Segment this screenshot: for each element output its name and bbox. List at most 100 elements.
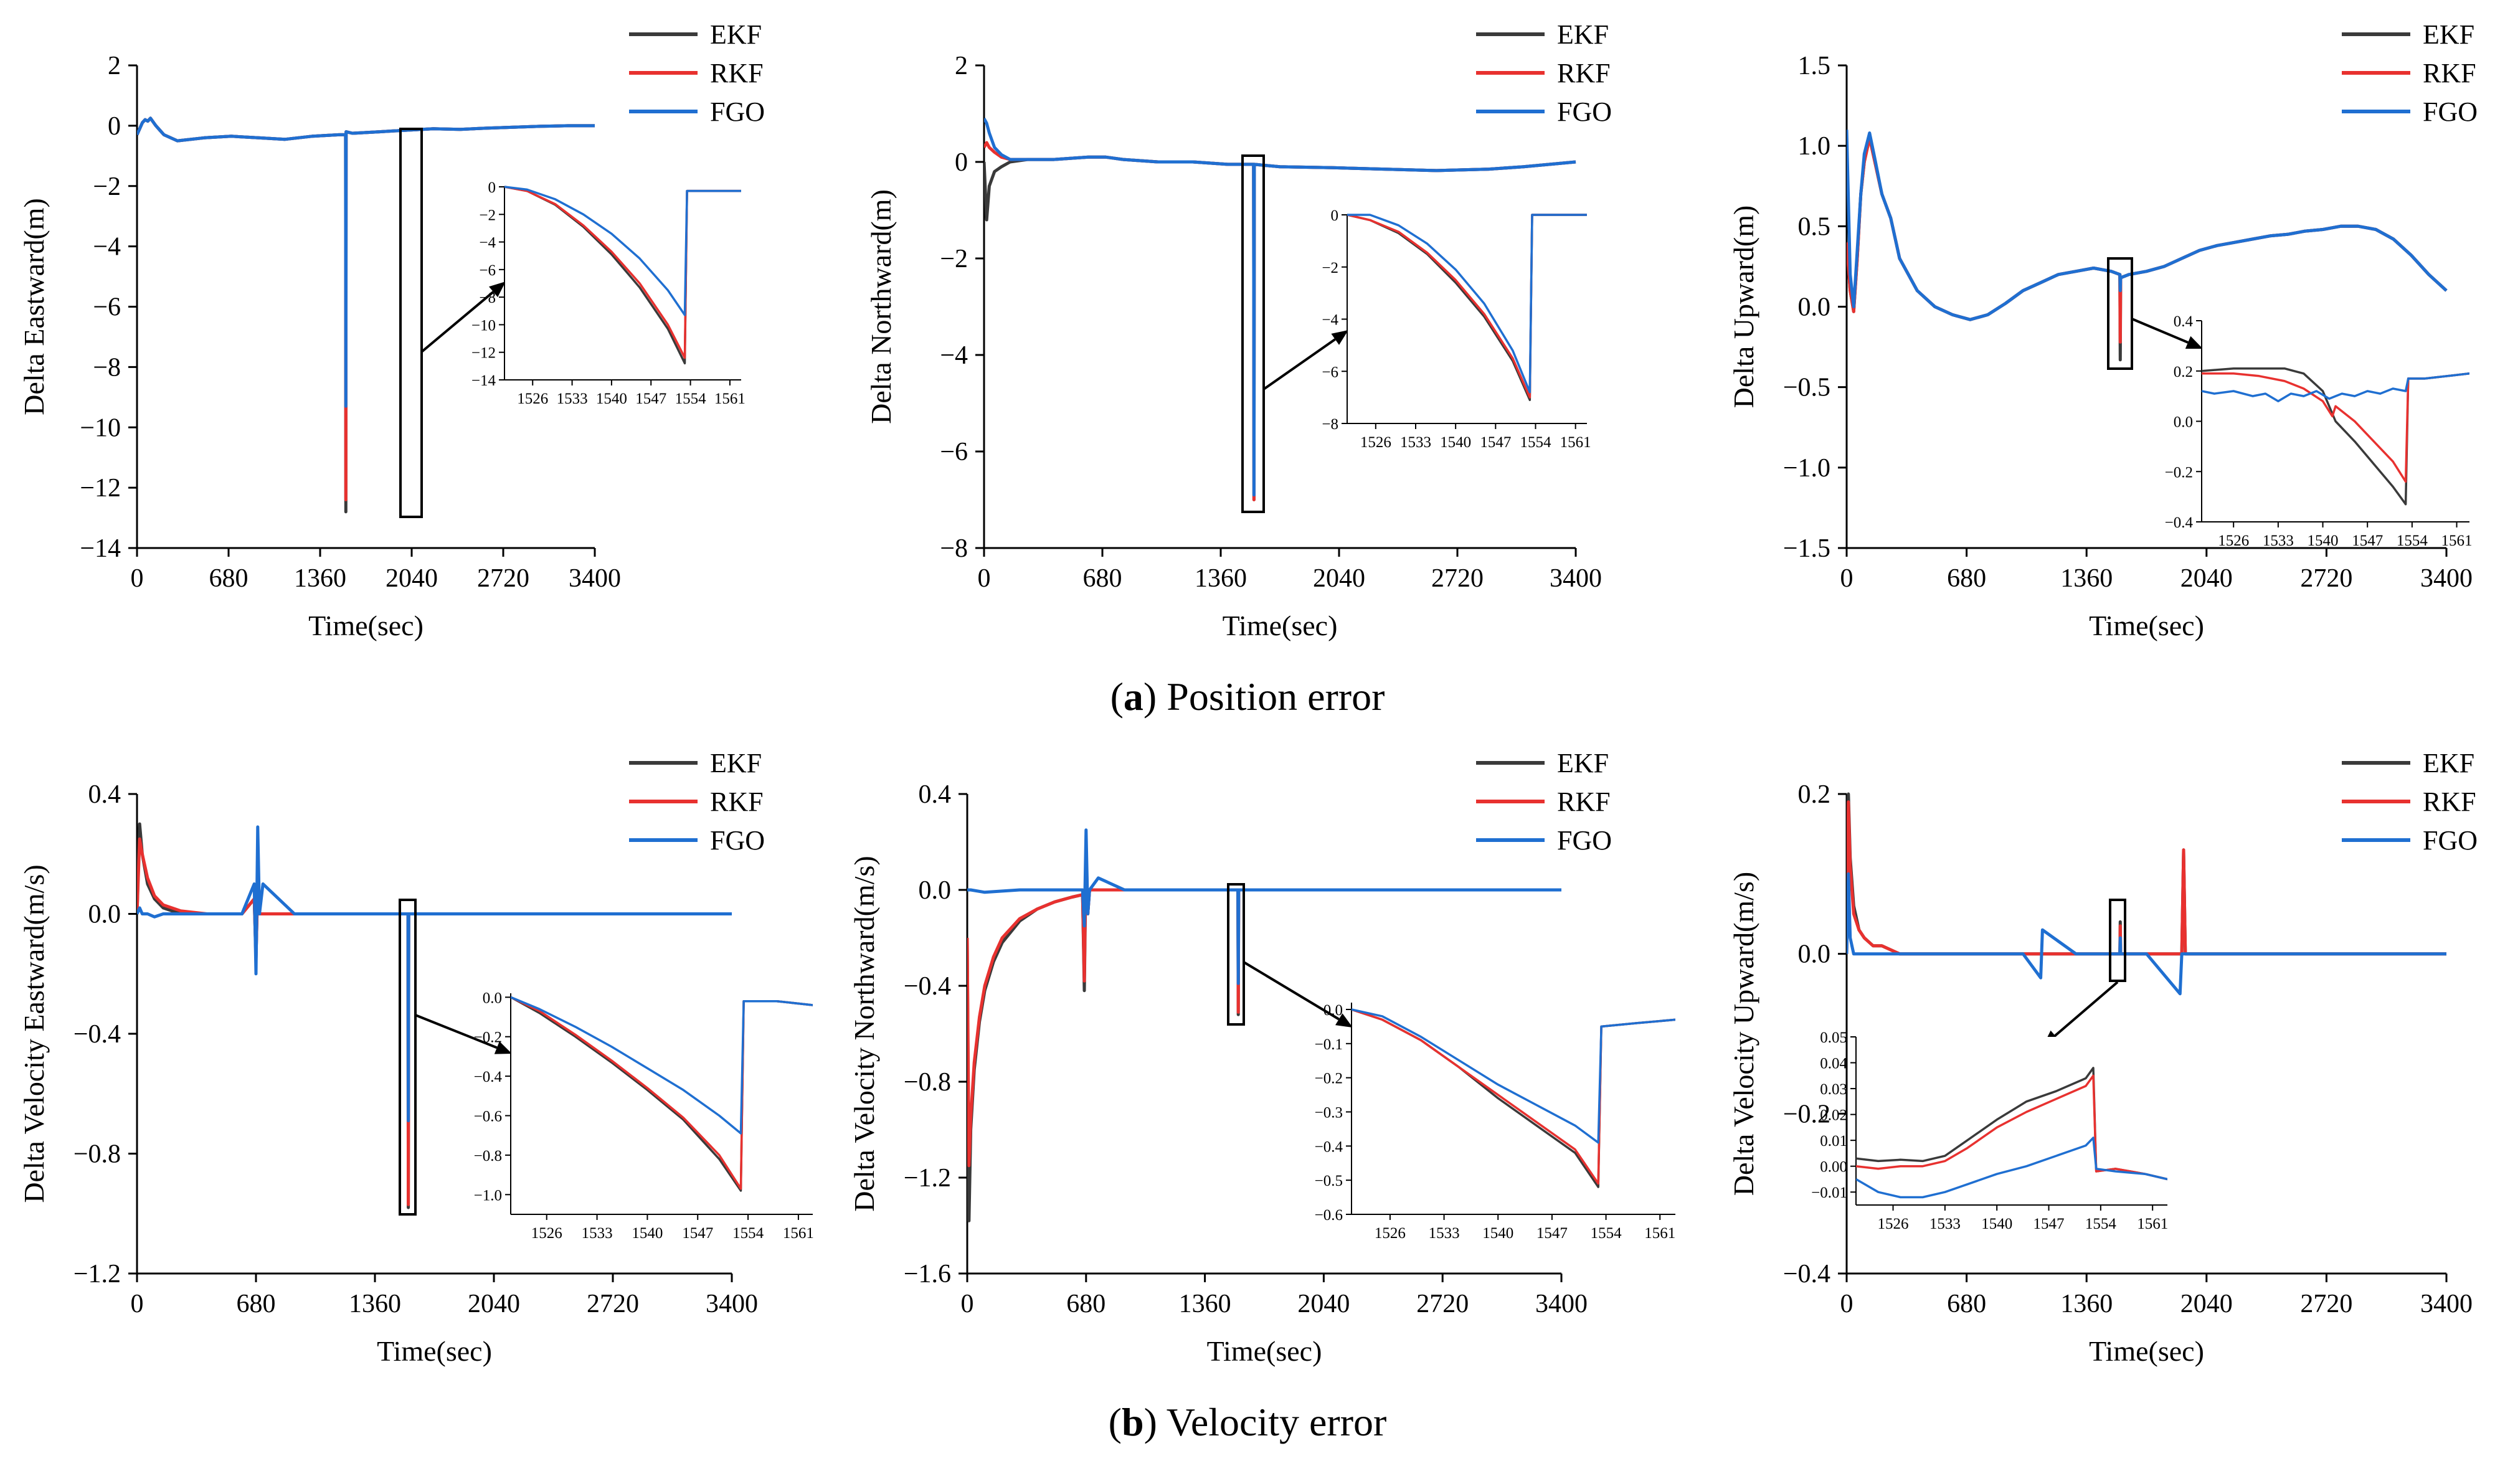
pos-east-inset-x-tick-label: 1533	[557, 390, 588, 407]
vel-east-inset-y-tick-label: −0.8	[474, 1148, 502, 1165]
pos-up-inset-y-tick-label: 0.0	[2174, 414, 2193, 431]
vel-north-zoom-box	[1227, 883, 1245, 1026]
vel-north-inset-y-tick-label: −0.2	[1315, 1070, 1343, 1087]
caption-b: (b) Velocity error	[1109, 1400, 1387, 1444]
vel-up-inset: 1526 1533 1540 1547 1554 1561 0.05 0.04 0.03 0.02…	[1811, 1029, 2168, 1232]
panel-vel-north: 0 680 1360 2040 2720 3400 0.4 0.0 −0.4 −0.8 −1.2 −1…	[848, 748, 1676, 1367]
vel-east-inset-y-tick-label: −0.6	[474, 1108, 502, 1125]
pos-up-y-tick-label: 0.0	[1798, 293, 1831, 322]
pos-north-inset-y-tick-label: −2	[1322, 260, 1338, 276]
caption-a-letter: a	[1124, 674, 1143, 719]
vel-east-x-tick-label: 680	[237, 1290, 276, 1318]
vel-up-x-tick-label: 680	[1947, 1290, 1986, 1318]
vel-up-legend-label-ekf: EKF	[2423, 748, 2474, 778]
vel-up-inset-x-tick-label: 1540	[1981, 1216, 2012, 1232]
pos-up-x-tick-label: 3400	[2420, 564, 2473, 593]
vel-east-legend-label-ekf: EKF	[710, 748, 762, 778]
vel-north-inset-x-tick-label: 1547	[1536, 1225, 1568, 1242]
pos-up-inset-series-fgo	[2202, 372, 2469, 402]
pos-up-inset-x-tick-label: 1547	[2352, 532, 2383, 549]
vel-east-x-tick-label: 2720	[587, 1290, 639, 1318]
vel-east-zoom-box	[399, 899, 417, 1216]
vel-north-inset-x-tick-label: 1554	[1591, 1225, 1622, 1242]
vel-east-y-axis-title: Delta Velocity Eastward(m/s)	[18, 864, 50, 1203]
pos-north-x-axis-title: Time(sec)	[1223, 610, 1338, 641]
pos-north-y-tick-label: 0	[955, 148, 968, 177]
vel-up-inset-series-fgo	[1856, 1137, 2167, 1199]
vel-up-y-tick-label: −0.4	[1783, 1260, 1830, 1288]
vel-up-inset-x-tick-label: 1554	[2085, 1216, 2117, 1232]
vel-east-x-axis-title: Time(sec)	[377, 1335, 492, 1367]
pos-up-x-tick-label: 2040	[2180, 564, 2233, 593]
vel-up-inset-x-tick-label: 1547	[2033, 1216, 2065, 1232]
pos-up-legend-label-ekf: EKF	[2423, 19, 2474, 50]
vel-up-inset-y-tick-label: 0.02	[1820, 1107, 1847, 1124]
pos-north-y-tick-label: 2	[955, 52, 968, 80]
vel-up-x-tick-label: 3400	[2420, 1290, 2473, 1318]
pos-up-x-tick-label: 680	[1947, 564, 1986, 593]
vel-up-legend-label-fgo: FGO	[2423, 825, 2478, 856]
pos-east-inset-y-tick-label: −14	[471, 372, 496, 389]
pos-east-series-fgo	[137, 116, 595, 408]
pos-east-legend-label-fgo: FGO	[710, 97, 765, 127]
vel-east-y-tick-label: 0.4	[88, 780, 121, 809]
vel-north-inset-x-tick-label: 1533	[1429, 1225, 1460, 1242]
vel-east-x-tick-label: 2040	[468, 1290, 520, 1318]
vel-east-inset-series-fgo	[511, 996, 813, 1135]
vel-north-legend-label-ekf: EKF	[1557, 748, 1609, 778]
pos-east-x-tick-label: 2040	[386, 564, 438, 593]
vel-up-inset-y-tick-label: 0.04	[1820, 1056, 1847, 1072]
caption-a-text: Position error	[1157, 674, 1385, 719]
pos-up-inset-x-tick-label: 1561	[2441, 532, 2473, 549]
vel-east-inset-x-tick-label: 1526	[531, 1225, 562, 1242]
vel-east-x-tick-label: 0	[131, 1290, 144, 1318]
pos-east-x-tick-label: 2720	[477, 564, 529, 593]
pos-east-y-tick-label: 0	[108, 112, 121, 141]
vel-up-x-tick-label: 1360	[2060, 1290, 2113, 1318]
pos-north-inset-x-tick-label: 1526	[1360, 434, 1391, 451]
vel-north-inset: 1526 1533 1540 1547 1554 1561 0.0 −0.1 −0.2 −0.3 −…	[1315, 1002, 1676, 1242]
vel-up-inset-plot-area	[1856, 1037, 2167, 1205]
vel-east-x-tick-label: 3400	[706, 1290, 758, 1318]
vel-north-x-tick-label: 2720	[1416, 1290, 1469, 1318]
pos-east-zoom-arrow	[420, 291, 495, 353]
pos-east-zoom-arrowhead	[489, 281, 506, 298]
vel-up-x-tick-label: 2720	[2300, 1290, 2352, 1318]
pos-north-x-tick-label: 2720	[1431, 564, 1484, 593]
pos-north-y-tick-label: −4	[940, 341, 968, 370]
pos-up-inset-x-tick-label: 1540	[2308, 532, 2339, 549]
pos-east-legend-label-ekf: EKF	[710, 19, 762, 50]
vel-north-inset-y-tick-label: −0.6	[1315, 1207, 1343, 1224]
vel-east-x-tick-label: 1360	[349, 1290, 401, 1318]
vel-north-inset-x-tick-label: 1526	[1375, 1225, 1406, 1242]
vel-north-x-tick-label: 1360	[1179, 1290, 1231, 1318]
pos-up-y-tick-label: −0.5	[1783, 374, 1830, 402]
vel-north-series-fgo	[967, 828, 1561, 985]
pos-east-y-tick-label: −2	[93, 173, 121, 201]
pos-east-x-tick-label: 680	[209, 564, 249, 593]
pos-north-x-tick-label: 0	[978, 564, 991, 593]
vel-east-y-tick-label: −1.2	[73, 1260, 121, 1288]
pos-up-series-fgo	[1847, 130, 2448, 321]
pos-north-inset: 1526 1533 1540 1547 1554 1561 0 −2 −4 −6 −8	[1322, 207, 1591, 451]
vel-north-y-axis-title: Delta Velocity Northward(m/s)	[848, 856, 880, 1211]
pos-east-inset-y-tick-label: −4	[479, 235, 496, 252]
vel-east-inset-x-tick-label: 1554	[732, 1225, 764, 1242]
pos-north-inset-x-tick-label: 1547	[1480, 434, 1511, 451]
pos-east-x-tick-label: 3400	[569, 564, 621, 593]
pos-east-y-tick-label: −8	[93, 353, 121, 382]
pos-east-inset-y-tick-label: −2	[479, 207, 496, 224]
vel-north-y-tick-label: −0.4	[904, 972, 951, 1001]
vel-north-y-tick-label: −0.8	[904, 1068, 951, 1097]
pos-east-y-tick-label: −10	[80, 414, 121, 442]
vel-north-inset-y-tick-label: −0.3	[1315, 1104, 1343, 1121]
pos-north-inset-plot-area	[1347, 215, 1587, 423]
vel-east-legend-label-fgo: FGO	[710, 825, 765, 856]
pos-north-inset-y-tick-label: −4	[1322, 312, 1338, 329]
vel-north-zoom-arrowhead	[1335, 1013, 1353, 1028]
pos-east-inset-series-fgo	[504, 186, 741, 316]
pos-up-inset-y-tick-label: −0.4	[2165, 514, 2194, 531]
pos-east-inset-y-tick-label: 0	[488, 179, 496, 196]
pos-east-y-tick-label: 2	[108, 52, 121, 80]
